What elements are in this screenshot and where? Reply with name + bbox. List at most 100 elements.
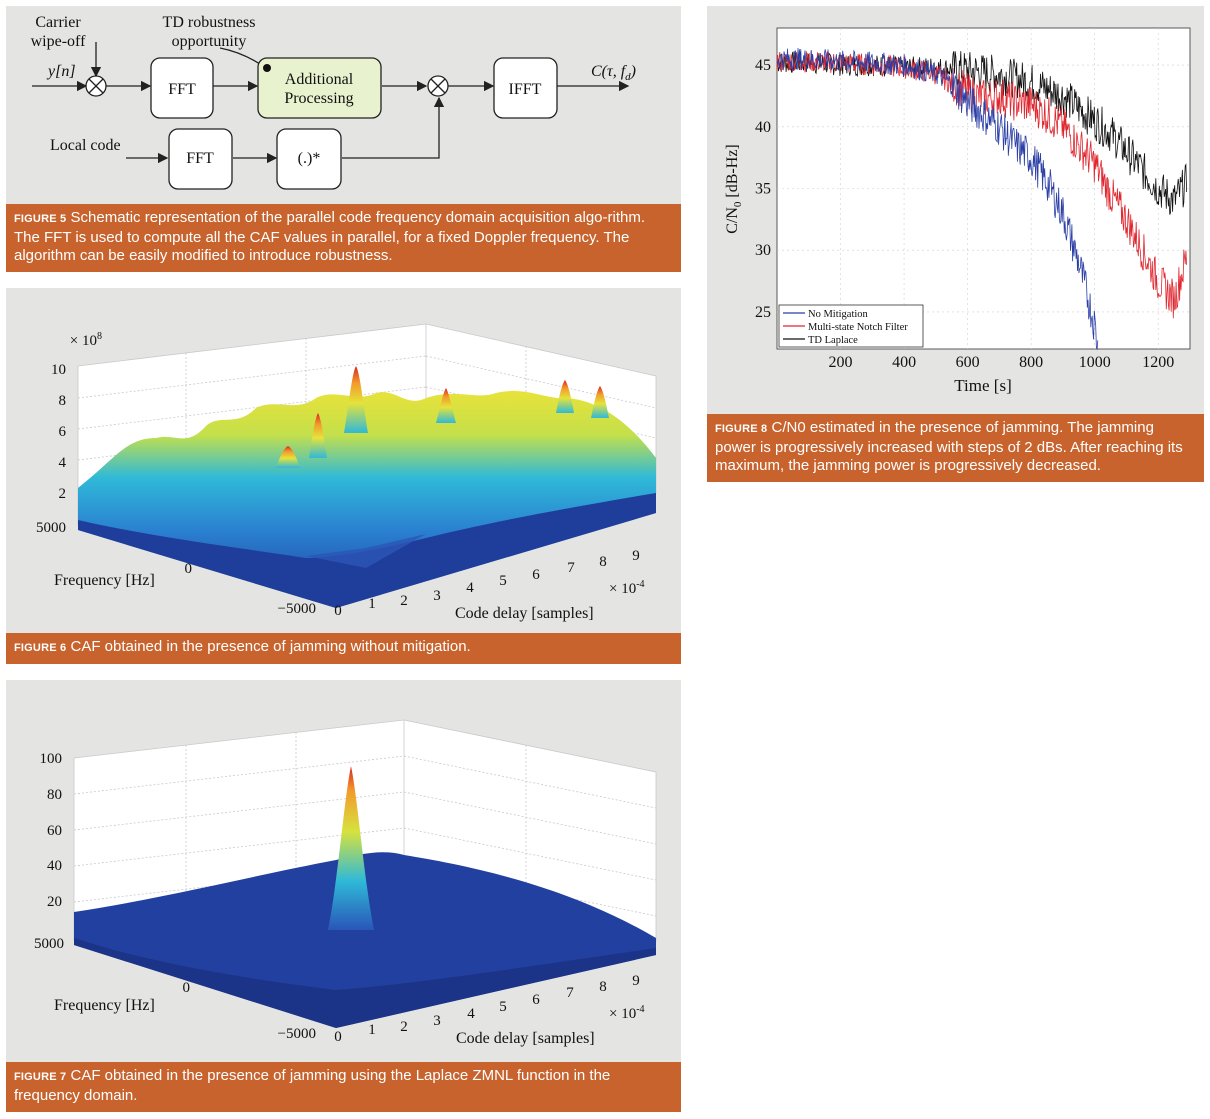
fig7-xtick: 4 [467,1006,475,1022]
x-tick-label: 400 [892,354,916,371]
figure6-label: FIGURE 6 [14,642,67,654]
fig7-ztick: 20 [47,894,62,910]
figure7-caption: FIGURE 7 CAF obtained in the presence of… [6,1062,681,1112]
fig7-xlabel: Code delay [samples] [456,1030,595,1047]
figure8-label: FIGURE 8 [715,423,768,435]
figure7-label: FIGURE 7 [14,1071,67,1083]
series-line [776,51,1187,215]
legend-entry: No Mitigation [808,309,869,320]
fig6-ztick: 4 [59,455,67,471]
fig7-ztick: 40 [47,858,62,874]
surface-plot-fig7: 100 80 60 40 20 5000 0 −5000 Frequency [… [34,719,657,1047]
legend-entry: Multi-state Notch Filter [808,322,908,333]
legend-entry: TD Laplace [808,335,858,346]
fig6-xtick: 8 [599,554,607,570]
fig6-ztick: 2 [59,486,67,502]
td-label-1: TD robustness [163,14,256,31]
y-tick-label: 30 [755,242,771,259]
surface-plot-fig6: × 108 10 8 6 4 2 5000 0 −5000 Frequency … [36,323,657,622]
fig6-ytick: −5000 [278,601,316,617]
fig7-xtick: 7 [566,985,574,1001]
fig7-ytick: 0 [183,980,191,996]
fft-block-1 [150,57,214,119]
figure5-caption-text: Schematic representation of the parallel… [14,209,645,264]
y-tick-label: 45 [755,57,771,74]
fig6-xscale: × 10-4 [609,579,645,597]
fig7-ztick: 100 [40,751,63,767]
figure6-caption-text: CAF obtained in the presence of jamming … [70,638,471,655]
processing-label-1: Additional [285,71,354,88]
fig6-ytick: 0 [185,561,193,577]
caf-surface-fig7 [74,766,656,1028]
x-tick-label: 600 [956,354,980,371]
local-code-label: Local code [50,137,121,154]
fig6-ztick: 6 [59,424,67,440]
figure7-panel: 100 80 60 40 20 5000 0 −5000 Frequency [… [6,680,681,1062]
processing-block [257,57,382,119]
figure6-caption: FIGURE 6 CAF obtained in the presence of… [6,633,681,664]
x-tick-label: 1200 [1142,354,1174,371]
fig7-ztick: 80 [47,787,62,803]
processing-label-2: Processing [284,90,353,107]
ifft-label: IFFT [509,81,542,98]
fig6-ztick: 8 [59,393,67,409]
td-label-2: opportunity [172,33,247,50]
fig6-ytick: 5000 [36,520,66,536]
y-tick-label: 40 [755,119,771,136]
x-tick-label: 800 [1019,354,1043,371]
fig6-xtick: 6 [532,567,540,583]
fig7-xtick: 1 [368,1022,376,1038]
fft-block-2 [168,128,233,190]
x-tick-label: 200 [829,354,853,371]
fig6-xlabel: Code delay [samples] [455,605,594,622]
input-label: y[n] [46,63,76,80]
series-line [776,50,1187,319]
fig6-xtick: 1 [368,596,376,612]
fig7-xtick: 5 [499,999,507,1015]
carrier-label-1: Carrier [35,14,81,31]
figure8-caption: FIGURE 8 C/N0 estimated in the presence … [707,414,1204,482]
conjugate-label: (.)* [298,150,321,167]
y-tick-label: 25 [755,304,771,321]
fig6-xtick: 2 [400,593,408,609]
mixer-2 [427,75,449,97]
series-line [776,48,1099,351]
figure8-caption-text: C/N0 estimated in the presence of jammin… [715,419,1183,474]
fig6-xtick: 7 [567,560,575,576]
ifft-block [493,57,558,119]
figure5-caption: FIGURE 5 Schematic representation of the… [6,204,681,272]
fig7-ytick: −5000 [278,1026,316,1042]
x-tick-label: 1000 [1079,354,1111,371]
fig8-xlabel: Time [s] [954,376,1011,395]
fig6-xtick: 5 [499,573,507,589]
caf-surface-fig6 [78,366,656,608]
mixer-1 [85,75,107,97]
opportunity-dot [263,64,271,72]
fig7-ztick: 60 [47,823,62,839]
figure6-panel: × 108 10 8 6 4 2 5000 0 −5000 Frequency … [6,288,681,633]
figure7-caption-text: CAF obtained in the presence of jamming … [14,1067,611,1104]
carrier-label-2: wipe-off [31,33,86,50]
fig6-zscale: × 108 [70,331,102,349]
figure5-label: FIGURE 5 [14,213,67,225]
fig6-ylabel: Frequency [Hz] [54,572,155,589]
fig7-xscale: × 10-4 [609,1004,645,1022]
fig6-xtick: 4 [466,580,474,596]
fig8-ylabel: C/N0 [dB-Hz] [724,144,744,233]
fig7-xtick: 8 [599,979,607,995]
conjugate-block [276,128,342,190]
fig6-xtick: 9 [632,548,640,564]
fig7-xtick: 0 [334,1029,342,1045]
fig7-ytick: 5000 [34,936,64,952]
block-diagram: Carrier wipe-off TD robustness opportuni… [31,14,636,190]
fig6-xtick: 3 [433,588,441,604]
output-label: C(τ, fd) [591,63,636,83]
fig6-ztick: 10 [51,362,66,378]
fig7-ylabel: Frequency [Hz] [54,997,155,1014]
fig7-xtick: 6 [532,992,540,1008]
figure8-panel: 25 30 35 40 45 200 400 600 800 1000 1200 Time [s] … [707,6,1204,414]
fig6-xtick: 0 [334,603,342,619]
legend: No Mitigation Multi-state Notch Filter TD … [778,304,924,348]
fft-label-1: FFT [168,81,196,98]
